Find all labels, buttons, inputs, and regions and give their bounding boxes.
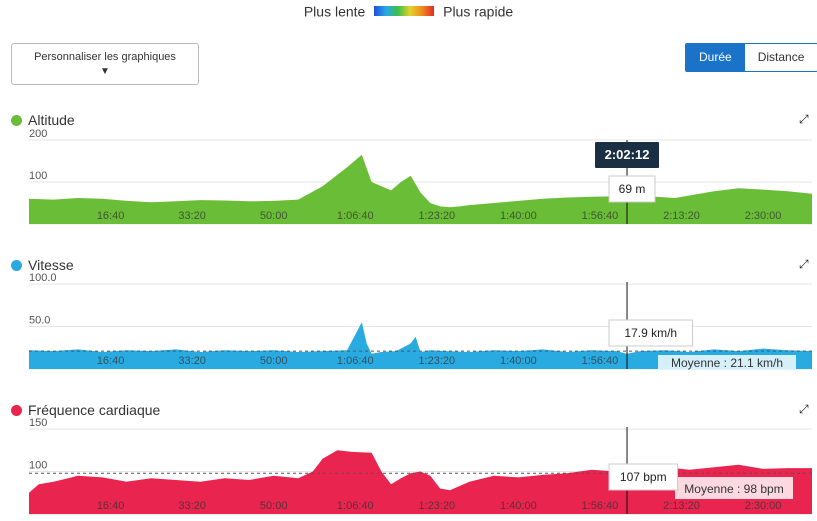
x-tick-label: 2:13:20 (663, 210, 700, 222)
x-tick-label: 1:06:40 (337, 210, 374, 222)
x-tick-label: 2:13:20 (663, 500, 700, 512)
expand-heart-rate-icon[interactable]: ⤢ (799, 402, 809, 416)
cursor-value-label: 17.9 km/h (624, 326, 677, 340)
average-label-box (658, 355, 796, 370)
x-axis-toggle[interactable]: Durée Distance (685, 43, 817, 72)
x-tick-label: 2:30:00 (745, 210, 782, 222)
speed-title: Vitesse (11, 257, 74, 273)
cursor-time-badge (595, 142, 660, 168)
chevron-down-icon: ▼ (100, 66, 110, 77)
distance-toggle-button[interactable]: Distance (744, 44, 817, 71)
customize-charts-button[interactable]: Personnaliser les graphiques ▼ (11, 43, 199, 85)
series-area (29, 154, 812, 224)
x-tick-label: 33:20 (178, 210, 206, 222)
y-tick-label: 150 (29, 417, 47, 429)
cursor-value-box (608, 463, 679, 491)
cursor-value-label: 69 m (619, 182, 646, 196)
x-tick-label: 50:00 (260, 210, 288, 222)
y-tick-label: 200 (29, 128, 47, 140)
x-tick-label: 1:23:20 (418, 210, 455, 222)
y-tick-label: 100 (29, 460, 47, 472)
x-tick-label: 1:56:40 (582, 210, 619, 222)
x-tick-label: 16:40 (97, 500, 125, 512)
x-tick-label: 1:56:40 (582, 500, 619, 512)
average-label: Moyenne : 21.1 km/h (671, 356, 783, 370)
x-tick-label: 33:20 (178, 355, 206, 367)
expand-altitude-icon[interactable]: ⤢ (799, 112, 809, 126)
average-label-box (675, 477, 793, 499)
y-tick-label: 100.0 (29, 272, 57, 284)
legend-slow-label: Plus lente (303, 3, 366, 20)
x-tick-label: 2:30:00 (745, 500, 782, 512)
cursor-value-box (608, 319, 694, 347)
cursor-value-label: 107 bpm (620, 470, 667, 484)
x-tick-label: 1:40:00 (500, 210, 537, 222)
x-tick-label: 1:23:20 (418, 355, 455, 367)
x-tick-label: 16:40 (97, 355, 125, 367)
cursor-time-label: 2:02:12 (605, 147, 650, 162)
average-label: Moyenne : 98 bpm (684, 482, 783, 496)
x-tick-label: 50:00 (260, 500, 288, 512)
x-tick-label: 1:06:40 (337, 355, 374, 367)
series-area (29, 450, 812, 514)
speed-legend-dot (11, 259, 22, 271)
heart-rate-legend-dot (11, 404, 22, 416)
x-tick-label: 50:00 (260, 355, 288, 367)
expand-speed-icon[interactable]: ⤢ (799, 257, 809, 271)
heart-rate-title: Fréquence cardiaque (11, 402, 160, 418)
x-tick-label: 33:20 (178, 500, 206, 512)
speed-gradient-bar (374, 6, 435, 17)
duration-toggle-button[interactable]: Durée (686, 44, 745, 71)
x-tick-label: 1:56:40 (582, 355, 619, 367)
cursor-value-box (608, 175, 656, 203)
customize-charts-label: Personnaliser les graphiques (34, 51, 176, 63)
x-tick-label: 1:40:00 (500, 500, 537, 512)
speed-color-legend: Plus lente Plus rapide (0, 2, 817, 19)
altitude-title-text: Altitude (28, 112, 75, 128)
x-tick-label: 1:06:40 (337, 500, 374, 512)
heart-rate-title-text: Fréquence cardiaque (28, 402, 161, 418)
altitude-title: Altitude (11, 112, 75, 128)
legend-fast-label: Plus rapide (443, 3, 514, 20)
y-tick-label: 100 (29, 170, 47, 182)
x-tick-label: 16:40 (97, 210, 125, 222)
y-tick-label: 50.0 (29, 315, 50, 327)
altitude-legend-dot (11, 114, 22, 126)
x-tick-label: 1:40:00 (500, 355, 537, 367)
x-tick-label: 1:23:20 (418, 500, 455, 512)
series-area (29, 322, 812, 369)
speed-title-text: Vitesse (28, 257, 74, 273)
